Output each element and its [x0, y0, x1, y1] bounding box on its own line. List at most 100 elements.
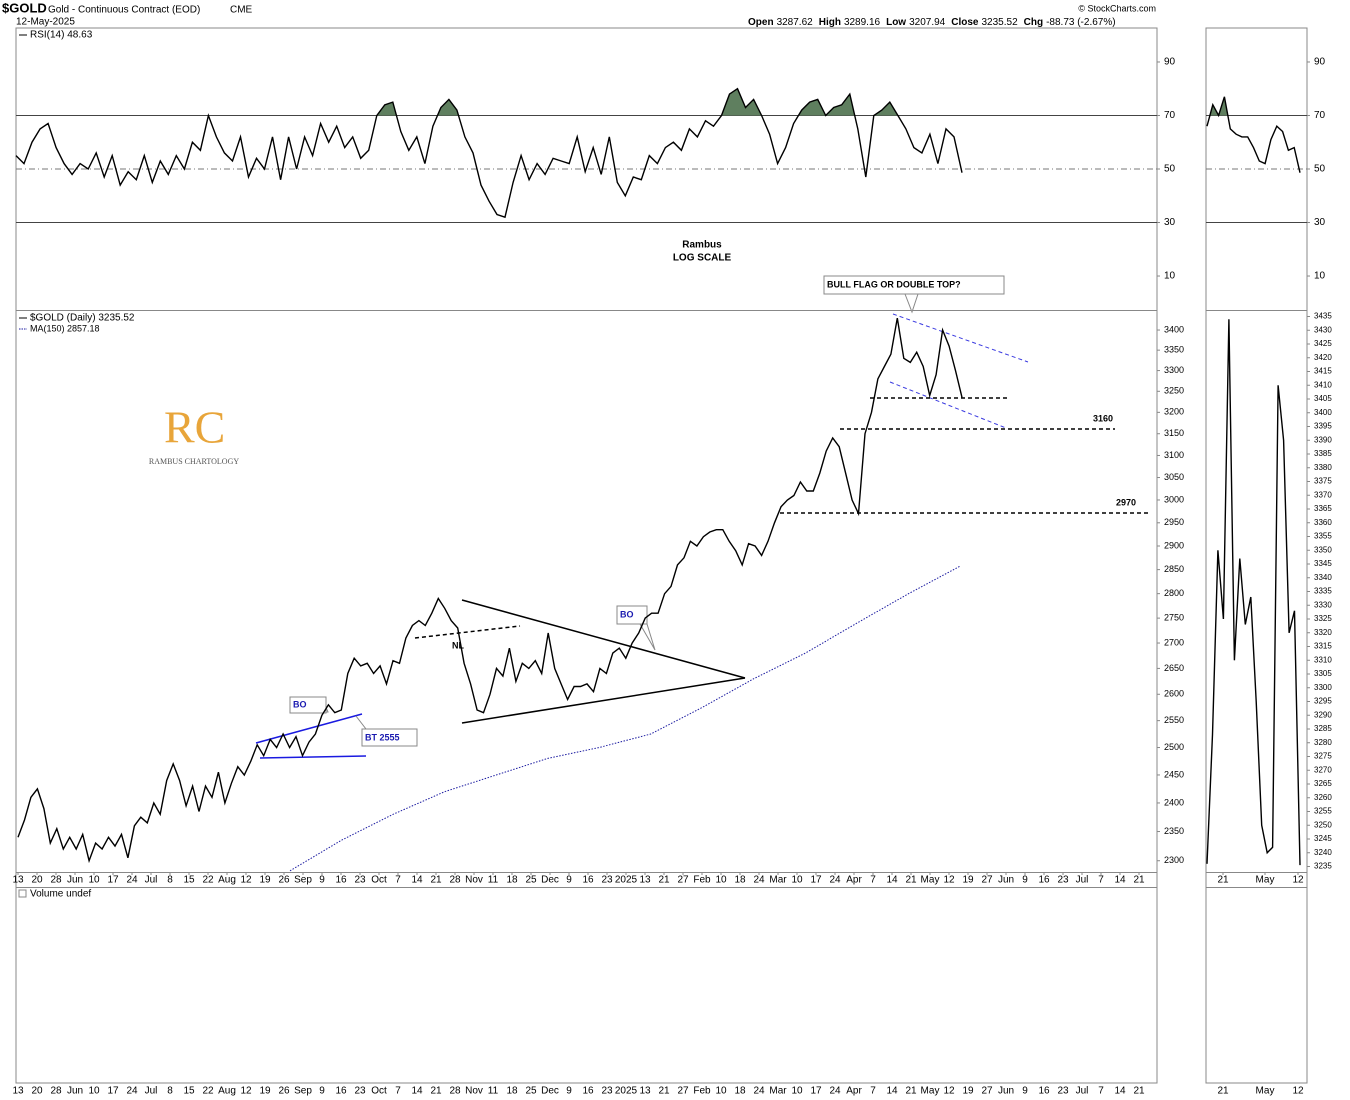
x-tick-label: 13	[639, 1086, 651, 1097]
x-tick-label: 9	[566, 875, 572, 886]
y-tick-label: 3410	[1314, 380, 1332, 389]
x-tick-label: 9	[319, 1086, 325, 1097]
x-tick-label: 26	[278, 875, 290, 886]
x-tick-label: Dec	[541, 1086, 559, 1097]
y-tick-label: 3310	[1314, 655, 1332, 664]
y-tick-label: 90	[1164, 57, 1176, 68]
x-tick-label: 7	[870, 1086, 876, 1097]
x-tick-label: 18	[506, 875, 518, 886]
y-tick-label: 3275	[1314, 752, 1332, 761]
y-tick-label: 2300	[1164, 855, 1184, 865]
x-tick-label: 12	[240, 875, 252, 886]
y-tick-label: 3150	[1164, 428, 1184, 438]
y-tick-label: 3430	[1314, 325, 1332, 334]
date: 12-May-2025	[16, 17, 75, 28]
series-line	[17, 317, 963, 864]
x-tick-label: 23	[1057, 1086, 1069, 1097]
y-tick-label: 3245	[1314, 834, 1332, 843]
x-tick-label: 21	[658, 875, 670, 886]
x-tick-label: 23	[1057, 875, 1069, 886]
y-tick-label: 3280	[1314, 738, 1332, 747]
quote-label: Close	[951, 17, 979, 28]
x-tick-label: 24	[126, 1086, 138, 1097]
y-tick-label: 3305	[1314, 669, 1332, 678]
x-tick-label: Jul	[145, 1086, 158, 1097]
x-tick-label: 18	[734, 1086, 746, 1097]
quote-label: Chg	[1024, 17, 1043, 28]
x-tick-label: Mar	[769, 875, 787, 886]
x-tick-label: 16	[335, 875, 347, 886]
triangle-lower	[461, 677, 746, 724]
x-tick-label: May	[1256, 1086, 1275, 1097]
x-tick-label: 9	[566, 1086, 572, 1097]
copyright: © StockCharts.com	[1078, 3, 1156, 13]
x-tick-label: 21	[1217, 875, 1229, 886]
x-tick-label: 16	[582, 1086, 594, 1097]
y-tick-label: 2850	[1164, 564, 1184, 574]
y-tick-label: 2650	[1164, 663, 1184, 673]
x-tick-label: Jul	[145, 875, 158, 886]
x-tick-label: 7	[1098, 1086, 1104, 1097]
x-tick-label: 9	[1022, 1086, 1028, 1097]
x-tick-label: 19	[259, 1086, 271, 1097]
y-tick-label: 50	[1314, 164, 1326, 175]
y-tick-label: 2700	[1164, 637, 1184, 647]
callout-box	[823, 275, 1005, 295]
x-tick-label: 28	[50, 875, 62, 886]
x-tick-label: 14	[411, 875, 423, 886]
x-tick-label: 28	[449, 875, 461, 886]
y-tick-label: 2750	[1164, 612, 1184, 622]
y-tick-label: 3390	[1314, 435, 1332, 444]
y-tick-label: 3050	[1164, 472, 1184, 482]
quote-value: 3289.16	[844, 17, 881, 28]
y-tick-label: 10	[1164, 271, 1176, 282]
x-tick-label: Jun	[998, 1086, 1014, 1097]
y-tick-label: 3420	[1314, 353, 1332, 362]
x-tick-label: 28	[50, 1086, 62, 1097]
x-tick-label: 10	[88, 875, 100, 886]
x-tick-label: Jul	[1076, 875, 1089, 886]
y-tick-label: 3400	[1164, 324, 1184, 334]
scale-note: Rambus	[682, 240, 722, 251]
y-tick-label: 3370	[1314, 490, 1332, 499]
neckline-label: NL	[452, 640, 464, 650]
x-tick-label: 12	[240, 1086, 252, 1097]
x-tick-label: 14	[886, 875, 898, 886]
x-tick-label: 10	[88, 1086, 100, 1097]
x-tick-label: May	[921, 875, 940, 886]
y-tick-label: 3405	[1314, 394, 1332, 403]
x-tick-label: 8	[167, 875, 173, 886]
callout-box	[289, 696, 327, 714]
logo: RC	[164, 402, 225, 453]
backtest-label: BT 2555	[365, 732, 400, 742]
x-tick-label: Sep	[294, 1086, 312, 1097]
flag-lower	[889, 381, 1007, 429]
y-tick-label: 70	[1314, 110, 1326, 121]
x-tick-label: 21	[1133, 875, 1145, 886]
y-tick-label: 3315	[1314, 642, 1332, 651]
y-tick-label: 3300	[1314, 683, 1332, 692]
y-tick-label: 2350	[1164, 826, 1184, 836]
x-tick-label: 23	[354, 1086, 366, 1097]
main-frame	[15, 27, 1158, 1084]
x-tick-label: Nov	[465, 1086, 483, 1097]
scale-note: LOG SCALE	[673, 253, 732, 264]
legend-swatch	[18, 889, 27, 898]
x-tick-label: 25	[525, 1086, 537, 1097]
x-tick-label: 25	[525, 875, 537, 886]
watermark: RAMBUS CHARTOLOGY	[149, 457, 239, 466]
y-tick-label: 3320	[1314, 628, 1332, 637]
y-tick-label: 3265	[1314, 779, 1332, 788]
quote-label: Low	[886, 17, 906, 28]
series-line	[289, 565, 961, 872]
x-tick-label: 24	[126, 875, 138, 886]
x-tick-label: 11	[488, 1086, 499, 1097]
level-label: 2970	[1116, 497, 1136, 507]
x-tick-label: Oct	[371, 875, 387, 886]
symbol: $GOLD	[2, 0, 47, 15]
x-tick-label: 2025	[615, 1086, 638, 1097]
x-tick-label: 14	[411, 1086, 423, 1097]
x-tick-label: 14	[886, 1086, 898, 1097]
y-tick-label: 3365	[1314, 504, 1332, 513]
y-tick-label: 30	[1314, 217, 1326, 228]
